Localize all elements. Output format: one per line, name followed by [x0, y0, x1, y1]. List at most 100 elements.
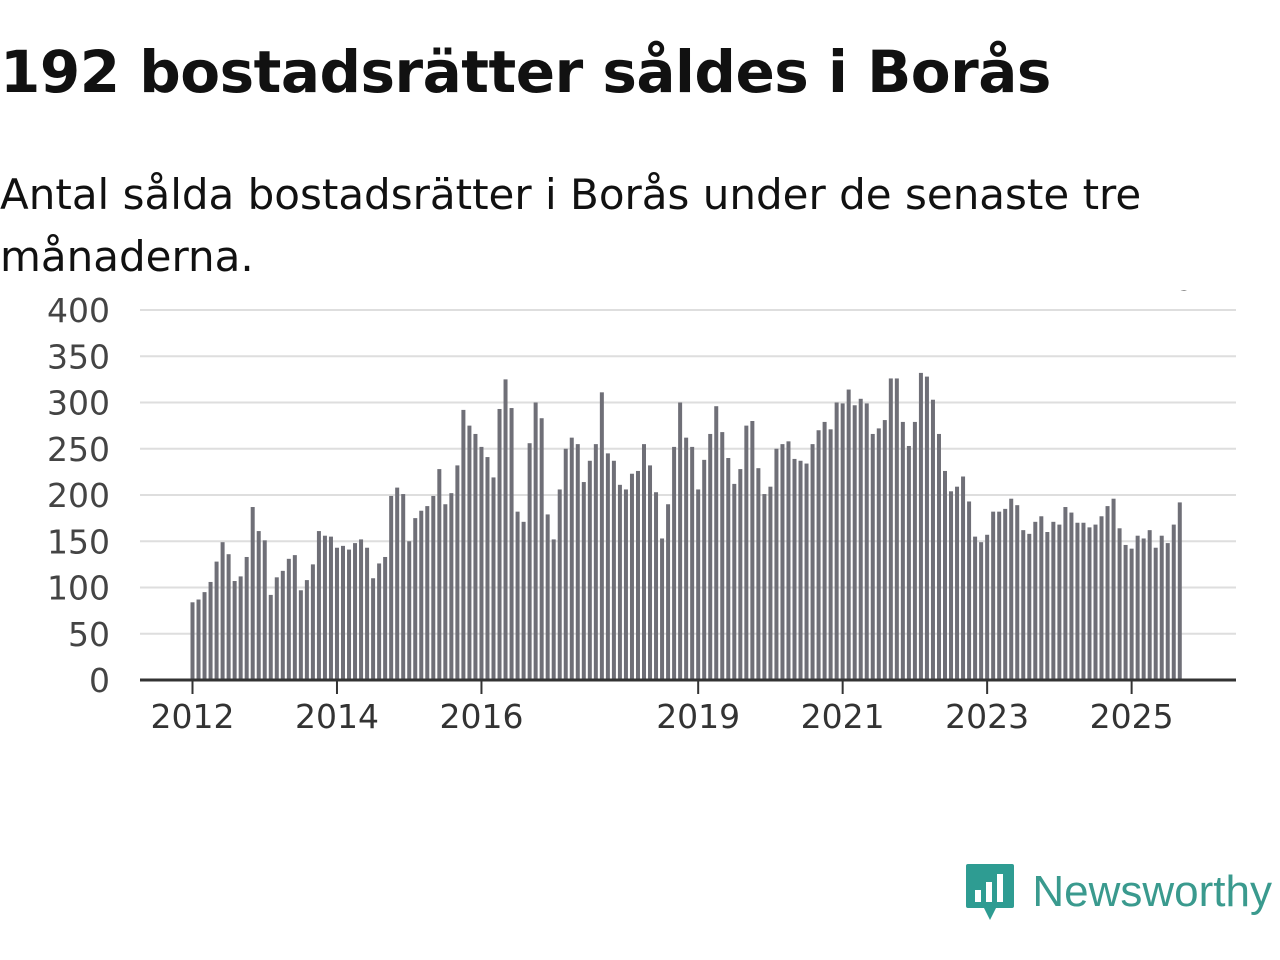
- bar: [298, 590, 303, 680]
- bar: [292, 555, 297, 680]
- x-tick-label: 2025: [1090, 697, 1174, 736]
- bar: [1027, 533, 1032, 680]
- y-tick-label: 100: [47, 569, 110, 608]
- newsworthy-logo-icon: [966, 864, 1015, 920]
- bar: [786, 441, 791, 680]
- bar: [497, 408, 502, 680]
- bar: [353, 543, 358, 680]
- bar: [443, 504, 448, 680]
- bar: [359, 539, 364, 680]
- bar: [407, 541, 412, 680]
- bar: [467, 425, 472, 680]
- bar: [858, 398, 863, 680]
- bar: [810, 444, 815, 680]
- bar: [1165, 543, 1170, 680]
- bar: [678, 402, 683, 680]
- bar: [714, 406, 719, 680]
- bar: [936, 433, 941, 680]
- bar: [347, 549, 352, 680]
- bar: [906, 445, 911, 680]
- bar: [539, 418, 544, 680]
- bar: [702, 459, 707, 680]
- bar: [1099, 516, 1104, 680]
- bar: [377, 563, 382, 680]
- bar: [371, 578, 376, 680]
- bar: [1063, 507, 1068, 680]
- y-tick-label: 300: [47, 384, 110, 423]
- bar: [431, 495, 436, 680]
- bar: [202, 592, 207, 680]
- bar-series: [190, 372, 1182, 680]
- y-tick-label: 350: [47, 337, 110, 376]
- bar: [1021, 530, 1026, 680]
- bar: [479, 446, 484, 680]
- x-tick-label: 2021: [801, 697, 885, 736]
- bar: [190, 602, 195, 680]
- bar: [286, 558, 291, 680]
- bar: [979, 542, 984, 680]
- bar: [732, 483, 737, 680]
- bar: [1051, 521, 1056, 680]
- bar: [629, 473, 634, 680]
- bar: [455, 465, 460, 680]
- bar: [949, 491, 954, 680]
- x-tick-label: 2019: [656, 697, 740, 736]
- bar: [581, 482, 586, 680]
- bar: [900, 421, 905, 680]
- value-annotation: 192: [1156, 290, 1215, 298]
- bar: [1117, 528, 1122, 680]
- bar: [1039, 516, 1044, 680]
- bar: [660, 538, 665, 680]
- bar: [551, 539, 556, 680]
- bar: [515, 511, 520, 680]
- chart-title: 192 bostadsrätter såldes i Borås: [0, 38, 1051, 106]
- bar: [316, 531, 321, 680]
- bar: [708, 433, 713, 680]
- bar: [822, 421, 827, 680]
- y-tick-label: 200: [47, 476, 110, 515]
- bar: [1111, 498, 1116, 680]
- bar: [762, 494, 767, 680]
- bar: [569, 437, 574, 680]
- bar: [750, 421, 755, 680]
- x-tick-label: 2014: [295, 697, 379, 736]
- bar: [341, 545, 345, 680]
- bar: [1159, 535, 1164, 680]
- bar: [527, 443, 532, 680]
- bar: [720, 432, 725, 680]
- bar: [611, 460, 616, 680]
- bar: [623, 489, 628, 680]
- bar: [1015, 505, 1020, 680]
- bar: [491, 477, 496, 680]
- bar: [563, 448, 568, 680]
- bar: [834, 402, 839, 680]
- bar: [413, 518, 418, 680]
- y-tick-label: 0: [89, 661, 110, 700]
- bar-chart: 0 50 100 150 200 250 300 350 400 2012 2014 2016 2019…: [47, 290, 1236, 736]
- bar: [1087, 527, 1092, 680]
- bar: [226, 554, 231, 680]
- bar: [1093, 524, 1098, 680]
- bar: [485, 457, 490, 680]
- bar: [545, 514, 550, 680]
- bar: [997, 511, 1002, 680]
- x-tick-label: 2012: [151, 697, 235, 736]
- bar: [1123, 544, 1128, 680]
- bar: [768, 486, 773, 680]
- bar: [1129, 548, 1134, 680]
- bar: [238, 576, 243, 680]
- chart-subtitle: Antal sålda bostadsrätter i Borås under …: [0, 170, 1142, 281]
- bar: [774, 448, 779, 680]
- bar: [425, 506, 430, 680]
- bar: [1141, 538, 1146, 680]
- bar: [461, 409, 466, 680]
- bar: [955, 486, 960, 680]
- bar: [395, 487, 400, 680]
- bar: [575, 444, 580, 680]
- bar: [437, 469, 442, 680]
- bar: [557, 489, 562, 680]
- bar: [587, 460, 592, 680]
- bar: [617, 484, 622, 680]
- bar: [1147, 530, 1152, 680]
- bar: [509, 408, 514, 680]
